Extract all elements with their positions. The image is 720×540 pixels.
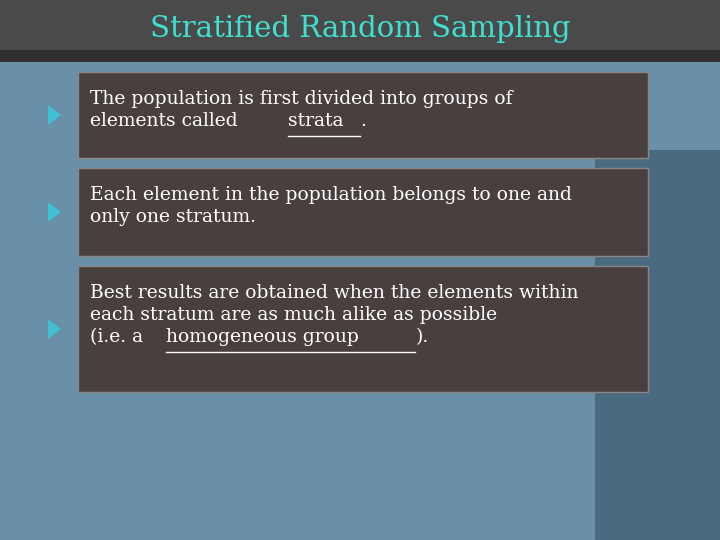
Text: Stratified Random Sampling: Stratified Random Sampling xyxy=(150,15,570,43)
Text: .: . xyxy=(360,112,366,130)
Text: strata: strata xyxy=(288,112,343,130)
FancyBboxPatch shape xyxy=(78,72,648,158)
Text: homogeneous group: homogeneous group xyxy=(166,328,359,346)
Text: (i.e. a: (i.e. a xyxy=(90,328,149,346)
FancyBboxPatch shape xyxy=(0,50,720,62)
FancyBboxPatch shape xyxy=(0,0,720,50)
FancyBboxPatch shape xyxy=(78,168,648,256)
Text: each stratum are as much alike as possible: each stratum are as much alike as possib… xyxy=(90,306,497,324)
Text: elements called: elements called xyxy=(90,112,243,130)
Text: only one stratum.: only one stratum. xyxy=(90,208,256,226)
Text: The population is first divided into groups of: The population is first divided into gro… xyxy=(90,90,513,108)
Polygon shape xyxy=(48,319,61,339)
Polygon shape xyxy=(48,202,61,222)
Text: Best results are obtained when the elements within: Best results are obtained when the eleme… xyxy=(90,284,578,302)
Polygon shape xyxy=(48,105,61,125)
FancyBboxPatch shape xyxy=(78,266,648,392)
Text: ).: ). xyxy=(415,328,428,346)
FancyBboxPatch shape xyxy=(595,150,720,540)
Text: Each element in the population belongs to one and: Each element in the population belongs t… xyxy=(90,186,572,204)
